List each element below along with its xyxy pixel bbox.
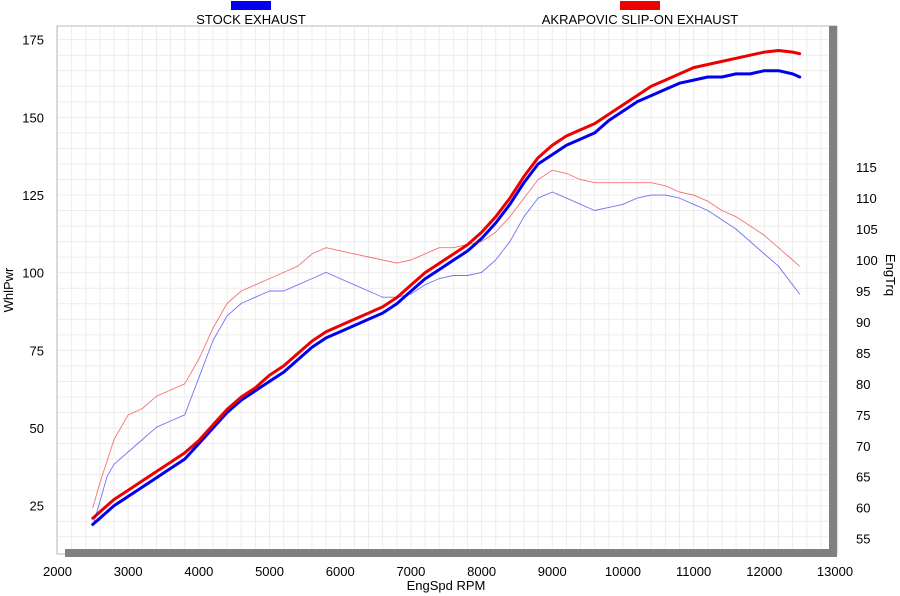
ticks-layer: 2000 3000 4000 5000 6000 7000 8000 9000 10000 110… <box>22 33 877 579</box>
legend-swatch-stock <box>231 1 271 10</box>
x-tick-label: 12000 <box>746 564 782 579</box>
y-right-tick-label: 60 <box>856 501 870 516</box>
y-left-tick-label: 50 <box>30 421 44 436</box>
x-tick-label: 13000 <box>817 564 853 579</box>
y-right-tick-label: 105 <box>856 222 878 237</box>
series-line-stock-exhaust-engtrq <box>92 191 801 527</box>
x-tick-label: 5000 <box>255 564 284 579</box>
y-right-tick-label: 80 <box>856 377 870 392</box>
y-right-tick-label: 90 <box>856 315 870 330</box>
y-left-tick-label: 125 <box>22 188 44 203</box>
x-tick-label: 10000 <box>605 564 641 579</box>
y-right-tick-label: 95 <box>856 284 870 299</box>
y-right-tick-label: 65 <box>856 470 870 485</box>
y-axis-left-title: WhlPwr <box>1 267 16 312</box>
x-axis-title: EngSpd RPM <box>407 578 486 593</box>
x-tick-label: 3000 <box>114 564 143 579</box>
y-left-tick-label: 175 <box>22 33 44 48</box>
y-axis-right-title: EngTrq <box>883 254 898 296</box>
y-left-tick-label: 150 <box>22 110 44 125</box>
x-tick-label: 2000 <box>43 564 72 579</box>
y-right-tick-label: 70 <box>856 439 870 454</box>
legend-label-akrapovic: AKRAPOVIC SLIP-ON EXHAUST <box>542 12 739 27</box>
x-tick-label: 7000 <box>396 564 425 579</box>
legend-swatch-akrapovic <box>620 1 660 10</box>
x-tick-label: 8000 <box>467 564 496 579</box>
series-layer <box>91 49 802 527</box>
x-tick-label: 11000 <box>676 564 711 579</box>
legend-label-stock: STOCK EXHAUST <box>196 12 306 27</box>
series-line-stock-exhaust-whlpwr <box>91 69 802 526</box>
y-left-tick-label: 25 <box>30 499 44 514</box>
y-right-tick-label: 110 <box>856 191 877 206</box>
x-tick-label: 4000 <box>184 564 213 579</box>
y-right-tick-label: 100 <box>856 253 878 268</box>
series-line-akrapovic-slip-on-exhaust-engtrq <box>92 169 801 509</box>
y-right-tick-label: 115 <box>856 160 877 175</box>
x-tick-label: 6000 <box>326 564 355 579</box>
series-line-akrapovic-slip-on-exhaust-whlpwr <box>91 49 802 520</box>
x-tick-label: 9000 <box>538 564 567 579</box>
y-right-tick-label: 55 <box>856 532 870 547</box>
legend: STOCK EXHAUST AKRAPOVIC SLIP-ON EXHAUST <box>196 1 738 27</box>
y-right-tick-label: 85 <box>856 346 870 361</box>
y-right-tick-label: 75 <box>856 408 870 423</box>
y-left-tick-label: 100 <box>22 266 44 281</box>
y-left-tick-label: 75 <box>30 343 44 358</box>
right-axis-bar <box>829 26 837 557</box>
x-axis-bar <box>65 549 831 557</box>
